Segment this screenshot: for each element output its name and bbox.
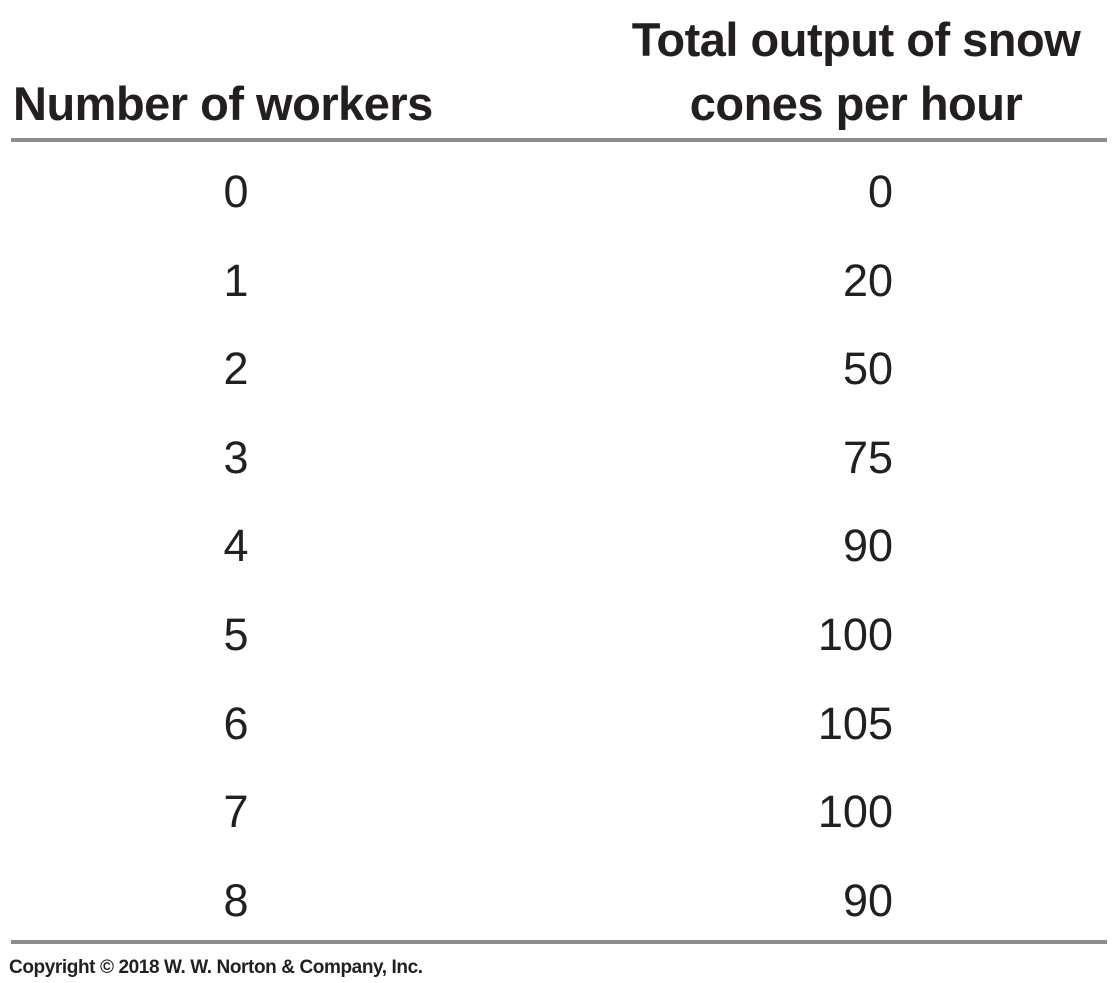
cell-output: 20 xyxy=(842,254,893,306)
cell-workers: 8 xyxy=(223,874,249,926)
column-header-output-line2: cones per hour xyxy=(689,77,1023,130)
table-row: 4 90 xyxy=(11,502,1107,591)
cell-output: 0 xyxy=(867,166,893,217)
table-row: 8 90 xyxy=(11,857,1107,946)
cell-workers: 3 xyxy=(223,431,249,483)
table-row: 5 100 xyxy=(11,591,1107,680)
cell-output: 90 xyxy=(842,520,893,572)
cell-output: 100 xyxy=(817,786,893,838)
cell-workers: 7 xyxy=(223,786,249,838)
table-header: Number of workers Total output of snow c… xyxy=(11,0,1107,138)
table-body: 0 0 1 20 2 50 3 75 4 90 5 100 6 105 7 100 8 90 xyxy=(11,148,1107,945)
table-row: 2 50 xyxy=(11,325,1107,414)
table-row: 3 75 xyxy=(11,414,1107,503)
cell-output: 75 xyxy=(842,431,893,483)
bottom-rule xyxy=(11,940,1107,944)
column-header-workers: Number of workers xyxy=(13,77,433,130)
cell-output: 50 xyxy=(842,343,893,395)
table-row: 7 100 xyxy=(11,768,1107,857)
table-row: 6 105 xyxy=(11,680,1107,769)
cell-workers: 5 xyxy=(223,608,249,660)
column-header-output-line1: Total output of snow xyxy=(631,13,1081,66)
cell-workers: 4 xyxy=(223,520,249,572)
cell-workers: 6 xyxy=(223,697,249,749)
cell-workers: 0 xyxy=(223,166,249,217)
cell-output: 90 xyxy=(842,874,893,926)
header-rule xyxy=(11,138,1107,142)
cell-workers: 1 xyxy=(223,254,249,306)
data-table: Number of workers Total output of snow c… xyxy=(11,0,1107,926)
cell-output: 100 xyxy=(817,608,893,660)
cell-workers: 2 xyxy=(223,343,249,395)
copyright-notice: Copyright © 2018 W. W. Norton & Company,… xyxy=(9,957,423,978)
cell-output: 105 xyxy=(817,697,893,749)
table-row: 1 20 xyxy=(11,237,1107,326)
column-header-output: Total output of snow cones per hour xyxy=(601,8,1111,136)
